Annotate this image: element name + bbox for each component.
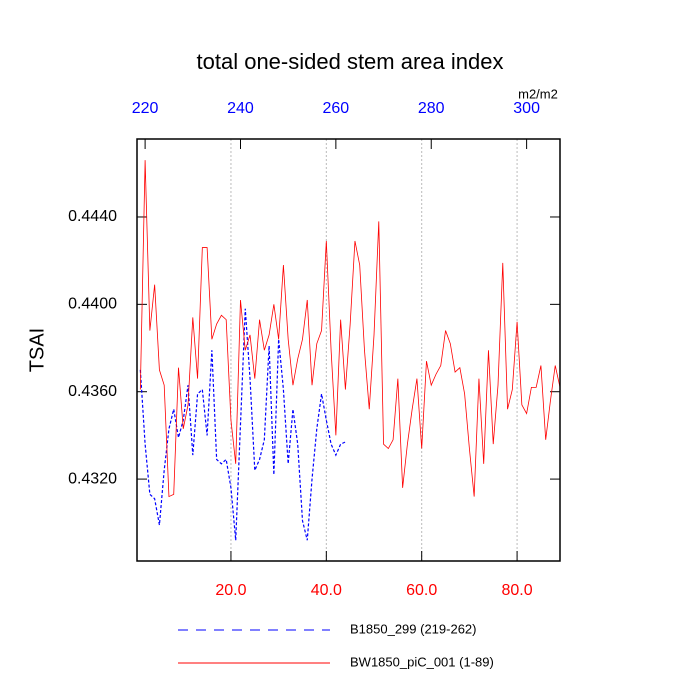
y-tick-label: 0.4440 — [68, 208, 117, 225]
plot-frame — [136, 138, 561, 562]
y-tick-label: 0.4320 — [68, 470, 117, 487]
x-tick-label: 80.0 — [502, 582, 533, 599]
y-tick-label: 0.4360 — [68, 383, 117, 400]
x2-tick-label: 220 — [132, 100, 159, 117]
x2-tick-label: 260 — [323, 100, 350, 117]
y-tick-label: 0.4400 — [68, 296, 117, 313]
legend-label: B1850_299 (219-262) — [350, 621, 477, 636]
top-axis-unit: m2/m2 — [518, 86, 558, 101]
x-tick-label: 60.0 — [406, 582, 437, 599]
series-line — [139, 308, 346, 541]
x-tick-label: 40.0 — [311, 582, 342, 599]
x2-tick-label: 240 — [227, 100, 254, 117]
series-line — [139, 160, 561, 498]
y-axis-label: TSAI — [26, 328, 48, 372]
chart-title: total one-sided stem area index — [197, 49, 504, 74]
x-tick-label: 20.0 — [215, 582, 246, 599]
legend-label: BW1850_piC_001 (1-89) — [350, 654, 494, 669]
x2-tick-label: 300 — [513, 100, 540, 117]
x2-tick-label: 280 — [418, 100, 445, 117]
